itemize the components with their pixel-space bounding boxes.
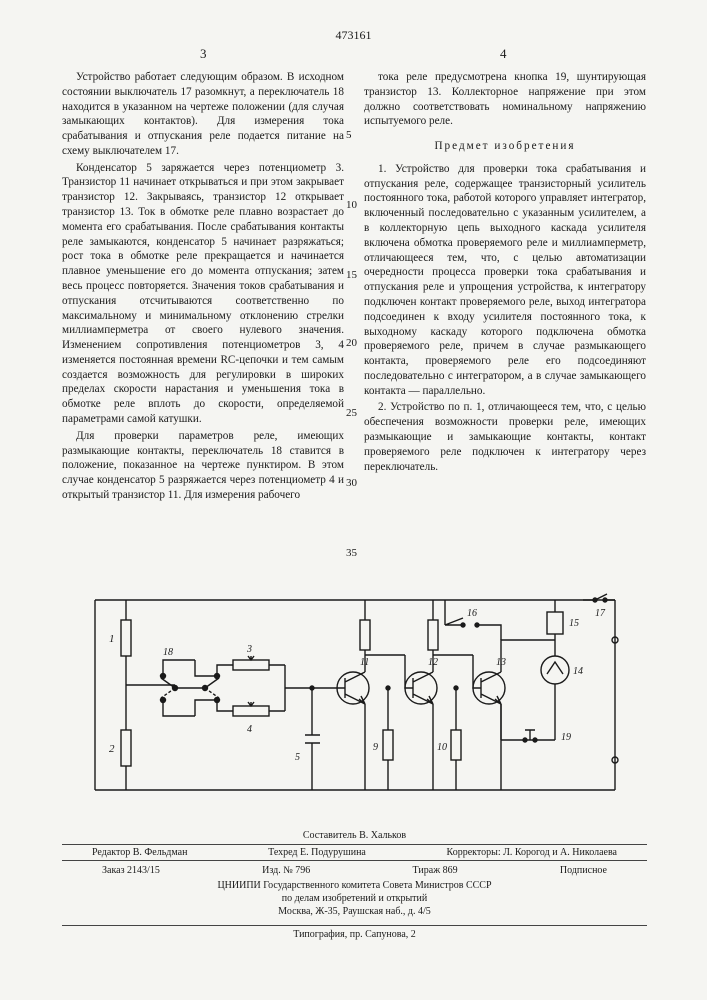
svg-text:16: 16 (467, 608, 477, 619)
paragraph: Для проверки параметров реле, имеющих ра… (62, 429, 344, 503)
svg-text:4: 4 (247, 724, 252, 735)
svg-text:2: 2 (109, 743, 115, 755)
svg-text:19: 19 (561, 732, 571, 743)
svg-text:10: 10 (437, 742, 447, 753)
organization: ЦНИИПИ Государственного комитета Совета … (62, 880, 647, 891)
compositor: Составитель В. Хальков (62, 830, 647, 841)
paragraph: тока реле предусмотрена кнопка 19, шунти… (364, 70, 646, 129)
svg-text:13: 13 (496, 657, 506, 668)
circuit-schematic: 1 2 18 3 4 5 (75, 580, 635, 810)
svg-text:3: 3 (246, 644, 252, 655)
col-number-right: 4 (500, 46, 507, 62)
footer: Составитель В. Хальков Редактор В. Фельд… (62, 830, 647, 940)
svg-text:12: 12 (428, 657, 438, 668)
paragraph: Устройство работает следующим образом. В… (62, 70, 344, 159)
svg-text:11: 11 (360, 657, 369, 668)
line-num: 35 (346, 548, 357, 559)
svg-text:15: 15 (569, 618, 579, 629)
svg-text:9: 9 (373, 742, 378, 753)
right-column: тока реле предусмотрена кнопка 19, шунти… (364, 70, 646, 505)
left-column: Устройство работает следующим образом. В… (62, 70, 344, 505)
svg-text:17: 17 (595, 608, 606, 619)
order-number: Заказ 2143/15 (102, 865, 160, 876)
paragraph: Конденсатор 5 заряжается через потенциом… (62, 161, 344, 427)
col-number-left: 3 (200, 46, 207, 62)
svg-text:18: 18 (163, 647, 173, 658)
svg-text:1: 1 (109, 633, 115, 645)
svg-text:14: 14 (573, 666, 583, 677)
print-run: Тираж 869 (413, 865, 458, 876)
edition-number: Изд. № 796 (262, 865, 310, 876)
editor: Редактор В. Фельдман (92, 847, 187, 858)
correctors: Корректоры: Л. Корогод и А. Николаева (447, 847, 617, 858)
claims-title: Предмет изобретения (364, 139, 646, 154)
svg-text:5: 5 (295, 752, 300, 763)
address: Москва, Ж-35, Раушская наб., д. 4/5 (62, 906, 647, 917)
claim: 2. Устройство по п. 1, отличающееся тем,… (364, 400, 646, 474)
patent-number: 473161 (0, 28, 707, 43)
subscription: Подписное (560, 865, 607, 876)
text-columns: Устройство работает следующим образом. В… (62, 70, 647, 505)
tech-editor: Техред Е. Подурушина (268, 847, 366, 858)
organization-dept: по делам изобретений и открытий (62, 893, 647, 904)
claim: 1. Устройство для проверки тока срабатыв… (364, 162, 646, 399)
typography: Типография, пр. Сапунова, 2 (62, 925, 647, 940)
